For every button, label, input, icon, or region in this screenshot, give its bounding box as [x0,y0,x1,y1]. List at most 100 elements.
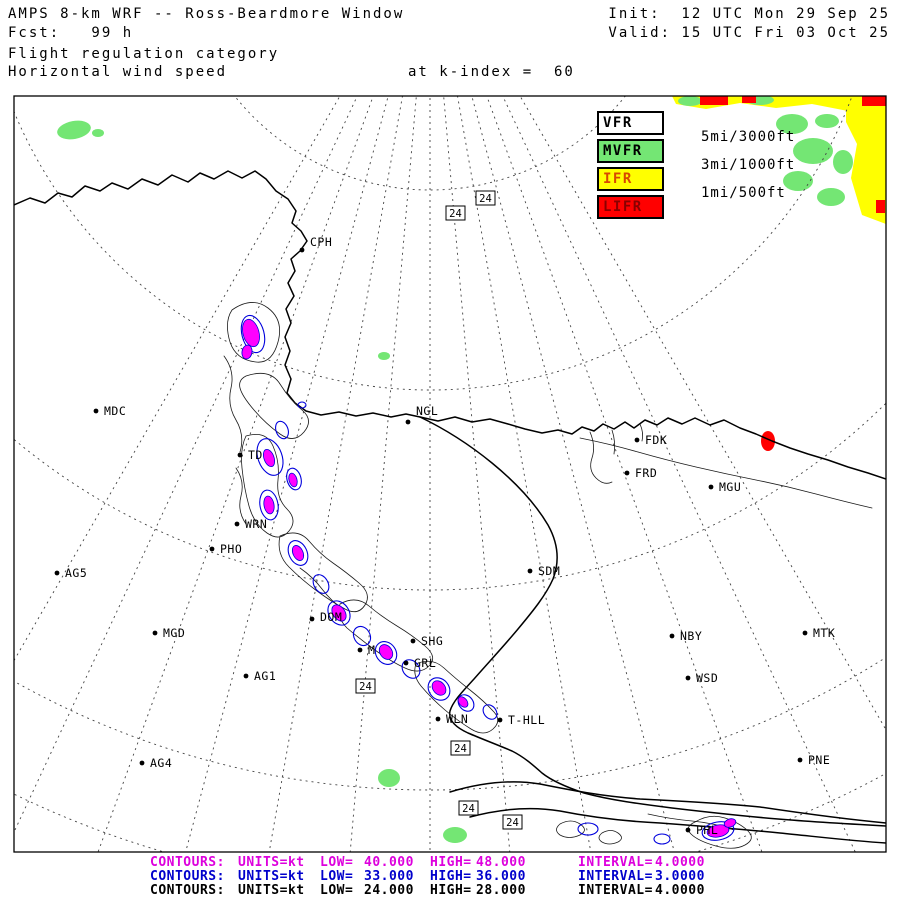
terrain-contour-path [556,820,585,838]
low-label: LOW= [320,869,354,884]
contour-info-row-black: CONTOURS: UNITS=kt LOW= 24.000 HIGH= 28.… [150,883,770,898]
longitude-grid-line [97,96,374,852]
station-label: FRD [635,466,657,480]
wind-contour-magenta-core [288,472,298,488]
interval-value: 4.0000 [655,883,705,898]
contour-value-label: 24 [506,817,519,829]
wind-contour-magenta-core [291,545,305,561]
terrain-contour-path [579,437,873,509]
low-label: LOW= [320,855,354,870]
station-label: AG4 [150,756,172,770]
terrain-contour-path [589,431,613,484]
station-marker [405,419,411,425]
station-label: SHG [421,634,443,648]
legend-swatch-vfr: VFR [597,111,664,135]
station-marker [435,716,441,722]
station-label: PNE [808,753,830,767]
terrain-contour-path [639,423,644,442]
legend-swatch-mvfr: MVFR [597,139,664,163]
low-value: 40.000 [364,855,414,870]
station-label: NBY [680,629,702,643]
red-category-patch [761,431,775,451]
map-border [13,95,887,853]
wind-contour-blue [457,694,475,712]
contour-value-box [458,800,479,816]
longitude-grid-line [349,96,417,852]
wind-contour-magenta-core [242,318,260,348]
wind-contour-blue [701,821,735,841]
terrain-contour-path [278,532,368,613]
green-category-patch [378,352,390,360]
station-label: MDC [104,404,126,418]
station-label: M [368,643,375,657]
station-marker [802,630,808,636]
green-category-patch [833,150,853,174]
station-marker [410,638,416,644]
units-value: UNITS=kt [238,883,305,898]
init-time: Init: 12 UTC Mon 29 Sep 25 [608,6,890,22]
longitude-grid-line [457,96,592,852]
longitude-grid-line [519,96,886,731]
product-name-1: Flight regulation category [8,46,280,62]
high-value: 48.000 [476,855,526,870]
contour-value-label: 24 [462,803,475,815]
station-marker [54,570,60,576]
station-label: WSD [696,671,718,685]
product-name-2: Horizontal wind speed [8,64,228,80]
wind-contour-magenta-core [241,344,253,360]
station-label: AG5 [65,566,87,580]
wind-contour-magenta-core [723,818,737,828]
station-label: PHO [220,542,242,556]
green-category-patch [817,188,845,206]
longitude-grid-line [185,96,389,852]
station-label: CPH [310,235,332,249]
contour-value-label: 24 [449,208,462,220]
station-label: MGU [719,480,741,494]
wind-contour-blue [297,401,307,409]
contour-value-box [445,205,466,221]
green-category-patch [793,138,833,164]
units-value: UNITS=kt [238,855,305,870]
contour-info-row-magenta: CONTOURS: UNITS=kt LOW= 40.000 HIGH= 48.… [150,855,770,870]
red-category-patch [876,200,885,213]
wind-contour-blue [352,625,372,647]
interval-value: 4.0000 [655,855,705,870]
interval-label: INTERVAL= [578,855,653,870]
wind-contour-magenta-core [331,604,347,622]
terrain-contour-path [239,372,309,439]
terrain-contour-path [687,815,752,849]
longitude-grid-line [471,96,675,852]
contour-value-box [475,190,496,206]
longitude-grid-line [14,96,358,834]
high-label: HIGH= [430,869,472,884]
contour-value-label: 24 [479,193,492,205]
forecast-hour: Fcst: 99 h [8,25,134,41]
station-label: GRL [414,656,436,670]
wind-contour-blue [312,574,330,594]
red-category-patch [742,96,756,103]
yellow-category-patch [846,110,886,224]
station-marker [93,408,99,414]
wind-contour-blue [577,822,599,836]
wind-contour-magenta-core [378,644,394,660]
legend-label-vfr: VFR [603,115,633,131]
wind-contour-blue [259,489,279,521]
coastline-path [419,416,886,827]
terrain-contour-path [598,830,622,845]
terrain-contour-path [241,433,294,538]
longitude-grid-line [14,96,341,662]
contours-label: CONTOURS: [150,869,225,884]
longitude-grid-line [443,96,511,852]
green-category-patch [443,827,467,843]
wind-contour-blue [427,677,451,701]
legend-threshold-3: 1mi/500ft [701,185,786,201]
interval-value: 3.0000 [655,869,705,884]
wind-contour-magenta-core [263,495,275,515]
map-background [14,96,886,852]
station-marker [152,630,158,636]
station-marker [624,470,630,476]
wind-contour-blue [327,600,351,626]
wind-contour-blue [374,641,398,665]
